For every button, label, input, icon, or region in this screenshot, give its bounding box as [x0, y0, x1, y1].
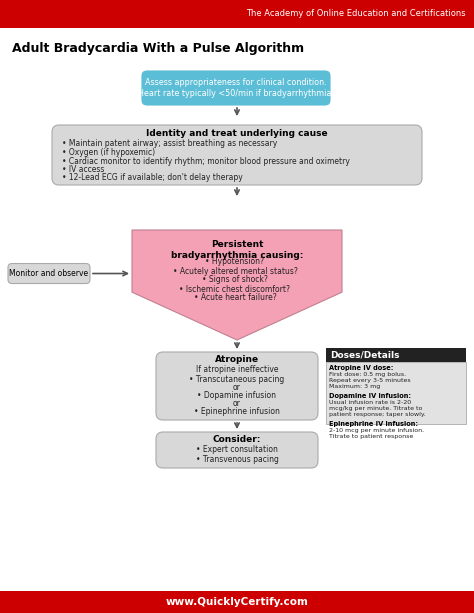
Text: • Acute heart failure?: • Acute heart failure? — [193, 294, 276, 302]
Text: Persistent
bradyarrhythmia causing:: Persistent bradyarrhythmia causing: — [171, 240, 303, 260]
Text: Consider:: Consider: — [213, 435, 261, 444]
Text: Assess appropriateness for clinical condition.
Heart rate typically <50/min if b: Assess appropriateness for clinical cond… — [138, 78, 334, 99]
FancyBboxPatch shape — [156, 352, 318, 420]
Text: Doses/Details: Doses/Details — [330, 351, 400, 359]
Text: The Academy of Online Education and Certifications: The Academy of Online Education and Cert… — [246, 9, 466, 18]
Text: Monitor and observe: Monitor and observe — [9, 269, 89, 278]
Text: • Cardiac monitor to identify rhythm; monitor blood pressure and oximetry: • Cardiac monitor to identify rhythm; mo… — [62, 156, 350, 166]
Text: • Epinephrine infusion: • Epinephrine infusion — [194, 406, 280, 416]
Text: www.QuicklyCertify.com: www.QuicklyCertify.com — [165, 597, 309, 607]
Text: If atropine ineffective: If atropine ineffective — [196, 365, 278, 375]
Text: • Expert consultation: • Expert consultation — [196, 446, 278, 454]
Text: • Acutely altered mental status?: • Acutely altered mental status? — [173, 267, 298, 275]
Text: Atropine IV dose:: Atropine IV dose: — [329, 365, 393, 371]
Polygon shape — [132, 230, 342, 340]
Text: or: or — [233, 398, 241, 408]
Text: Epinephrine IV infusion:: Epinephrine IV infusion: — [329, 421, 418, 427]
Text: Adult Bradycardia With a Pulse Algorithm: Adult Bradycardia With a Pulse Algorithm — [12, 42, 304, 55]
Text: • Dopamine infusion: • Dopamine infusion — [198, 390, 276, 400]
Text: Identity and treat underlying cause: Identity and treat underlying cause — [146, 129, 328, 137]
Text: Atropine: Atropine — [215, 356, 259, 365]
Bar — [326, 348, 466, 362]
FancyBboxPatch shape — [52, 125, 422, 185]
Bar — [0, 0, 474, 28]
Text: • Maintain patent airway; assist breathing as necessary: • Maintain patent airway; assist breathi… — [62, 140, 277, 148]
Text: Dopamine IV infusion:: Dopamine IV infusion: — [329, 393, 411, 399]
Text: • Signs of shock?: • Signs of shock? — [202, 275, 268, 284]
Text: 2-10 mcg per minute infusion.
Titrate to patient response: 2-10 mcg per minute infusion. Titrate to… — [329, 428, 424, 439]
FancyBboxPatch shape — [156, 432, 318, 468]
Text: • Ischemic chest discomfort?: • Ischemic chest discomfort? — [180, 284, 291, 294]
Text: • Oxygen (if hypoxemic): • Oxygen (if hypoxemic) — [62, 148, 155, 157]
FancyBboxPatch shape — [8, 264, 90, 284]
Text: • 12-Lead ECG if available; don't delay therapy: • 12-Lead ECG if available; don't delay … — [62, 173, 243, 183]
Text: First dose: 0.5 mg bolus.
Repeat every 3-5 minutes
Maximum: 3 mg: First dose: 0.5 mg bolus. Repeat every 3… — [329, 372, 410, 389]
Bar — [326, 362, 466, 424]
Text: • IV access: • IV access — [62, 165, 104, 174]
Text: • Hypotension?: • Hypotension? — [206, 257, 264, 267]
Text: Usual infusion rate is 2-20
mcg/kg per minute. Titrate to
patient response; tape: Usual infusion rate is 2-20 mcg/kg per m… — [329, 400, 426, 417]
FancyBboxPatch shape — [142, 71, 330, 105]
Text: • Transcutaneous pacing: • Transcutaneous pacing — [190, 375, 284, 384]
Bar — [0, 591, 474, 613]
Text: • Transvenous pacing: • Transvenous pacing — [196, 455, 278, 465]
Text: or: or — [233, 383, 241, 392]
